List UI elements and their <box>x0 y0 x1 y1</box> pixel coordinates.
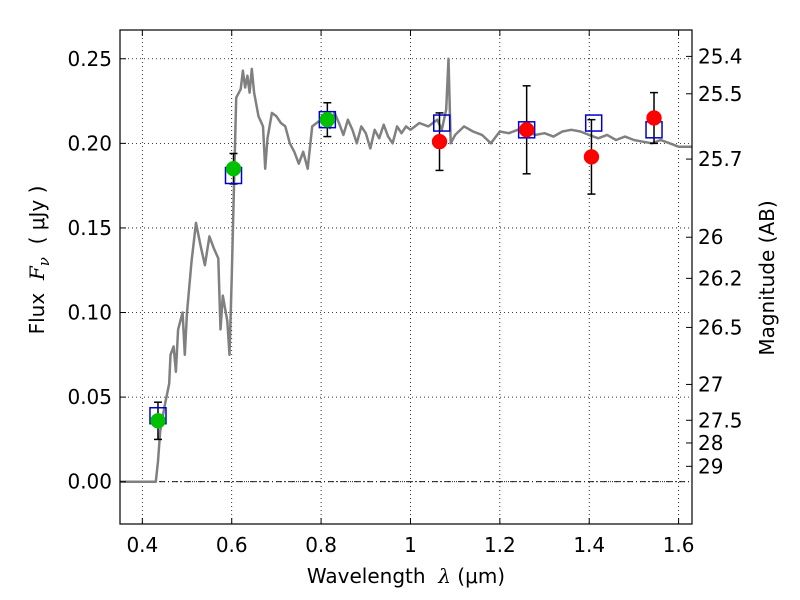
x-tick-label: 1.6 <box>663 533 695 557</box>
x-tick-label: 0.8 <box>305 533 337 557</box>
near-ir-photometry-point <box>583 149 600 165</box>
right-tick-label: 25.4 <box>698 44 743 68</box>
x-tick-label: 0.4 <box>126 533 158 557</box>
y-axis-subscript: ν <box>35 257 53 266</box>
near-ir-photometry-point <box>518 122 535 138</box>
x-tick-label: 0.6 <box>216 533 248 557</box>
right-axis-title: Magnitude (AB) <box>755 200 779 355</box>
synthetic-photometry-square <box>433 114 451 132</box>
right-tick-label: 25.7 <box>698 147 743 171</box>
optical-photometry-point <box>319 111 336 128</box>
optical-photometry-point <box>225 160 242 177</box>
synthetic-photometry-square <box>584 114 603 132</box>
right-tick-label: 27 <box>698 372 723 396</box>
x-axis-symbol: λ <box>437 564 451 588</box>
right-tick-label: 28 <box>698 431 723 455</box>
y-axis-title: Flux Fν ( μJy ) <box>25 186 53 335</box>
right-tick-label: 29 <box>698 454 723 478</box>
grid-lines <box>120 30 692 524</box>
x-axis-title: Wavelength λ (μm) <box>307 564 505 588</box>
y-axis-unit: ( μJy ) <box>25 186 49 258</box>
model-sed-line <box>120 57 692 483</box>
y-axis-title-prefix: Flux <box>25 280 49 334</box>
optical-photometry-point <box>150 413 166 429</box>
x-axis-title-prefix: Wavelength <box>307 564 438 588</box>
axis-ticks: 0.4 0.6 0.8 1 1.2 1.4 1.6 0.00 0.05 0.10 0.15 0.20 0… <box>67 30 743 557</box>
x-tick-label: 1.4 <box>573 533 605 557</box>
axes-frame <box>119 29 693 525</box>
x-tick-label: 1 <box>404 533 417 557</box>
right-tick-label: 27.5 <box>698 408 743 432</box>
x-tick-label: 1.2 <box>484 533 516 557</box>
y-tick-label: 0.00 <box>67 470 112 494</box>
y-tick-label: 0.05 <box>67 385 112 409</box>
y-tick-label: 0.10 <box>67 301 112 325</box>
near-ir-photometry-point <box>646 110 662 126</box>
synthetic-photometry-square <box>318 110 337 129</box>
synthetic-photometry-square <box>517 121 536 139</box>
right-tick-label: 26 <box>698 225 723 249</box>
plot-area <box>120 57 692 483</box>
y-tick-label: 0.15 <box>67 216 112 240</box>
near-ir-photometry-point <box>431 133 448 150</box>
right-tick-label: 26.5 <box>698 315 743 339</box>
y-tick-label: 0.25 <box>67 47 112 71</box>
y-tick-label: 0.20 <box>67 131 112 155</box>
right-tick-label: 25.5 <box>698 82 743 106</box>
right-tick-label: 26.2 <box>698 266 743 290</box>
y-axis-symbol: F <box>25 265 49 281</box>
x-axis-unit: (μm) <box>451 564 505 588</box>
